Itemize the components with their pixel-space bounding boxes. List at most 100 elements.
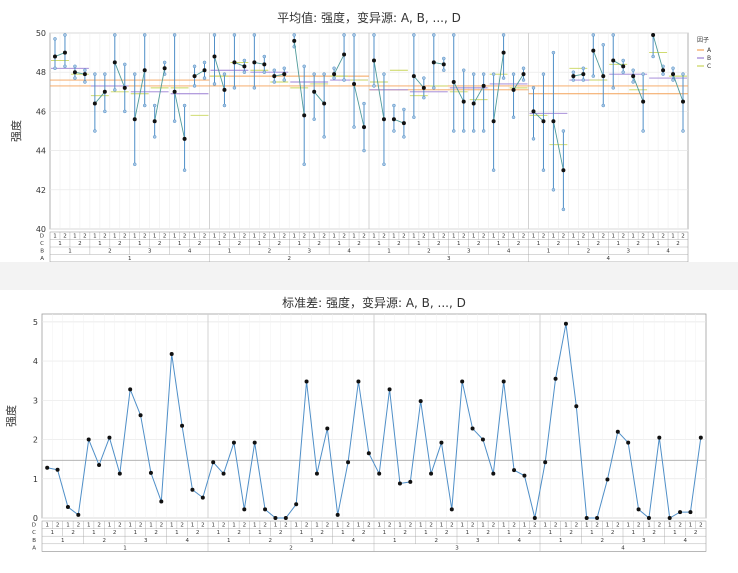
factor-cell-label-c: 2 [357,241,361,247]
factor-cell-label-a: 3 [447,256,451,262]
factor-cell-label-c: 1 [98,241,102,247]
factor-cell-label-b: 2 [587,249,591,255]
stdev-point [418,399,423,404]
factor-cell-label-c: 2 [569,530,573,536]
range-high-point [541,72,546,76]
y-tick-label: 46 [36,107,46,116]
factor-cell-label-b: 1 [228,249,232,255]
stdev-point [553,376,558,381]
range-low-point [202,76,207,80]
factor-cell-label-c: 2 [237,530,241,536]
factor-cell-label-d: 2 [429,523,433,529]
factor-cell-label-d: 1 [292,234,296,240]
factor-cell-label-d: 1 [357,523,361,529]
factor-cell-label-d: 1 [432,234,436,240]
d-pair-connector [513,73,524,91]
factor-cell-label-d: 1 [274,523,278,529]
range-low-point [551,188,556,192]
stdev-point [97,463,102,468]
factor-cell-label-d: 1 [108,523,112,529]
mean-point [381,117,386,122]
range-high-point [113,33,117,37]
factor-cell-label-d: 1 [232,523,236,529]
stdev-point [356,379,361,384]
range-high-point [491,72,496,76]
d-pair-connector [313,91,325,104]
factor-cell-label-b: 4 [186,538,190,544]
d-pair-connector [672,74,684,102]
mean-point [182,136,187,141]
factor-cell-label-c: 1 [656,241,660,247]
factor-cell-label-d: 1 [66,523,70,529]
factor-cell-label-d: 1 [336,523,340,529]
range-high-point [641,72,645,76]
factor-cell-label-d: 1 [113,234,117,240]
factor-cell-label-d: 1 [492,234,496,240]
factor-cell-label-d: 1 [332,234,336,240]
factor-cell-label-d: 1 [53,234,57,240]
range-low-point [172,119,177,123]
range-high-point [232,33,237,37]
stdev-point [439,440,444,445]
stdev-point [294,502,299,507]
stdev-point [460,379,465,384]
range-low-point [312,117,316,121]
stdev-point [117,471,122,476]
factor-cell-label-b: 1 [547,249,551,255]
factor-cell-label-d: 1 [128,523,132,529]
factor-cell-label-c: 1 [178,241,182,247]
mean-point [391,117,396,122]
y-tick-label: 0 [33,514,38,523]
stdev-point [615,429,620,434]
mean-point [631,74,636,79]
range-high-point [103,72,107,76]
mean-point [371,58,376,63]
mean-point [252,60,257,65]
factor-cell-label-d: 1 [87,523,91,529]
range-low-point [511,115,516,120]
factor-cell-label-d: 1 [668,523,672,529]
range-high-point [162,60,167,65]
factor-cell-label-a: 2 [289,545,293,551]
factor-cell-label-c: 1 [300,530,304,536]
factor-cell-label-c: 2 [362,530,366,536]
range-high-point [451,33,456,37]
range-high-point [471,72,476,76]
mean-point [621,64,626,69]
factor-cell-label-d: 2 [305,523,309,529]
factor-cell-label-c: 1 [549,530,553,536]
factor-cell-label-d: 2 [243,523,247,529]
d-pair-connector [493,52,505,122]
factor-row-name-a: A [32,545,36,551]
stdev-point [169,352,174,357]
mean-point [142,68,147,73]
range-high-point [212,33,217,37]
factor-cell-label-c: 2 [611,530,615,536]
factor-cell-label-a: 3 [455,545,459,551]
mean-point [511,87,516,92]
mean-point [122,85,127,90]
factor-cell-label-c: 1 [537,241,541,247]
stdev-point [646,516,651,520]
range-low-point [681,129,685,133]
factor-cell-label-b: 3 [307,249,311,255]
factor-cell-label-c: 1 [175,530,179,536]
factor-cell-label-d: 1 [611,234,615,240]
factor-cell-label-c: 2 [437,241,441,247]
stdev-point [626,440,631,445]
d-pair-connector [293,40,305,116]
factor-cell-label-c: 2 [238,241,242,247]
stdev-point [688,510,693,515]
range-low-point [432,86,436,90]
factor-cell-label-c: 1 [58,241,62,247]
factor-cell-label-d: 1 [93,234,97,240]
stdev-point [377,471,382,476]
range-low-point [631,80,635,84]
factor-cell-label-b: 3 [144,538,148,544]
stdev-point [200,495,205,500]
factor-cell-label-c: 2 [597,241,601,247]
factor-cell-label-b: 2 [269,538,273,544]
mean-point [481,83,486,88]
factor-cell-label-d: 1 [398,523,402,529]
factor-cell-label-d: 1 [626,523,630,529]
